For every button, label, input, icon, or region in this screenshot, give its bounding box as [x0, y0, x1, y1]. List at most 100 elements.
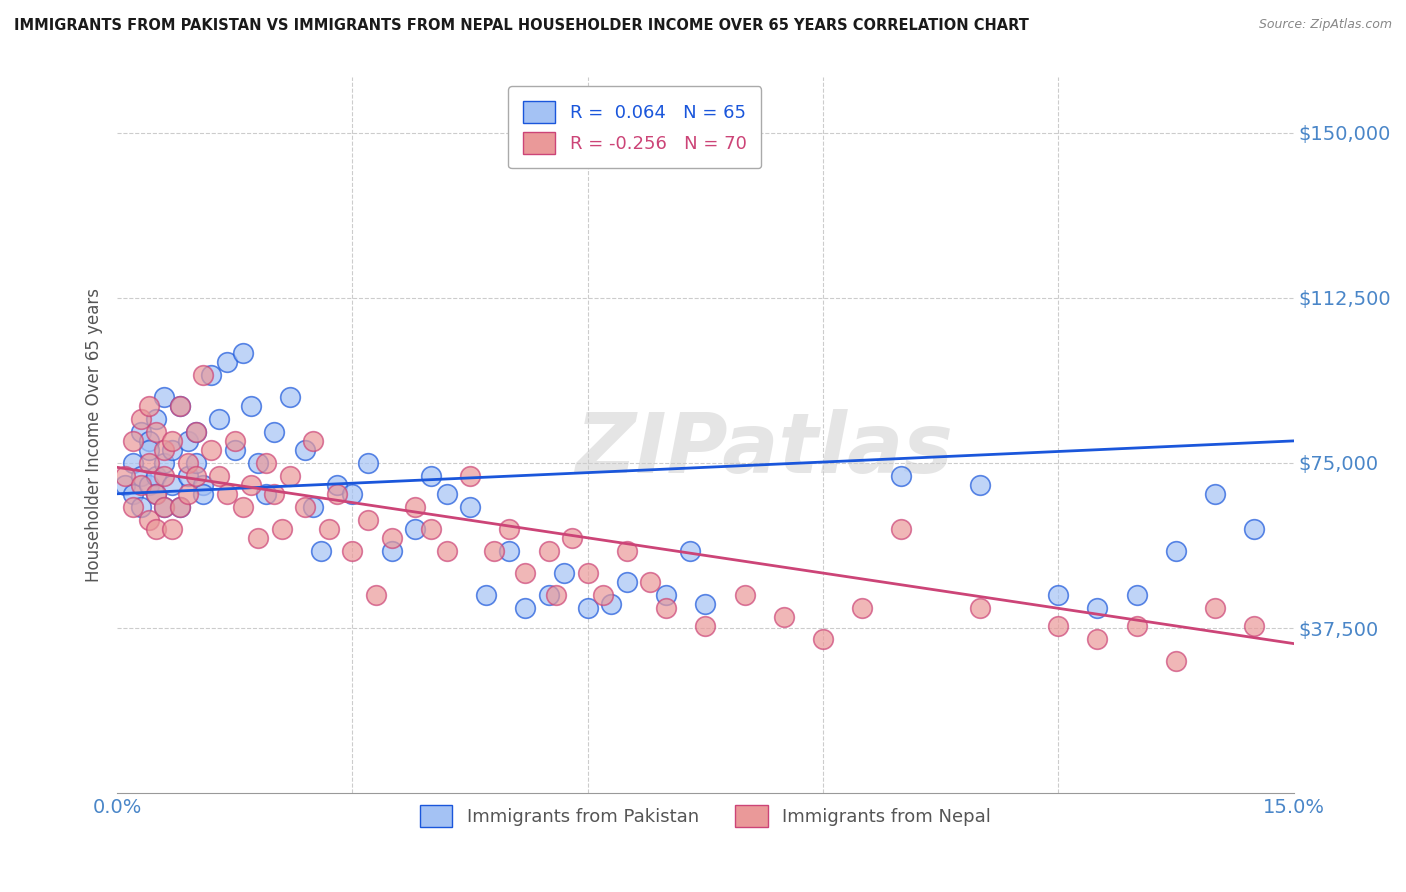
Point	[224, 442, 246, 457]
Point	[153, 500, 176, 514]
Point	[342, 544, 364, 558]
Point	[309, 544, 332, 558]
Point	[160, 478, 183, 492]
Point	[129, 478, 152, 492]
Point	[381, 531, 404, 545]
Point	[890, 522, 912, 536]
Point	[513, 601, 536, 615]
Point	[153, 390, 176, 404]
Point	[513, 566, 536, 580]
Point	[851, 601, 873, 615]
Point	[138, 456, 160, 470]
Point	[474, 588, 496, 602]
Point	[153, 500, 176, 514]
Point	[169, 399, 191, 413]
Point	[1047, 619, 1070, 633]
Point	[263, 487, 285, 501]
Point	[232, 500, 254, 514]
Point	[247, 531, 270, 545]
Point	[200, 368, 222, 382]
Point	[1125, 588, 1147, 602]
Y-axis label: Householder Income Over 65 years: Householder Income Over 65 years	[86, 288, 103, 582]
Point	[364, 588, 387, 602]
Point	[436, 487, 458, 501]
Point	[177, 469, 200, 483]
Point	[890, 469, 912, 483]
Point	[772, 610, 794, 624]
Point	[695, 597, 717, 611]
Point	[254, 487, 277, 501]
Point	[215, 354, 238, 368]
Point	[270, 522, 292, 536]
Point	[114, 469, 136, 483]
Point	[145, 522, 167, 536]
Point	[482, 544, 505, 558]
Point	[177, 456, 200, 470]
Point	[1243, 619, 1265, 633]
Point	[153, 456, 176, 470]
Point	[969, 601, 991, 615]
Point	[576, 566, 599, 580]
Point	[553, 566, 575, 580]
Point	[145, 412, 167, 426]
Point	[153, 469, 176, 483]
Point	[458, 469, 481, 483]
Point	[546, 588, 568, 602]
Point	[145, 487, 167, 501]
Point	[138, 434, 160, 448]
Point	[114, 478, 136, 492]
Point	[404, 500, 426, 514]
Point	[1243, 522, 1265, 536]
Point	[436, 544, 458, 558]
Point	[129, 469, 152, 483]
Point	[498, 544, 520, 558]
Point	[561, 531, 583, 545]
Point	[1204, 601, 1226, 615]
Point	[326, 487, 349, 501]
Point	[811, 632, 834, 647]
Point	[734, 588, 756, 602]
Point	[498, 522, 520, 536]
Point	[655, 588, 678, 602]
Point	[122, 487, 145, 501]
Point	[640, 574, 662, 589]
Point	[239, 478, 262, 492]
Point	[278, 390, 301, 404]
Point	[208, 469, 231, 483]
Point	[1125, 619, 1147, 633]
Point	[169, 500, 191, 514]
Point	[122, 500, 145, 514]
Point	[576, 601, 599, 615]
Point	[160, 442, 183, 457]
Point	[153, 442, 176, 457]
Point	[1164, 544, 1187, 558]
Point	[129, 425, 152, 439]
Point	[247, 456, 270, 470]
Point	[177, 434, 200, 448]
Point	[263, 425, 285, 439]
Text: Source: ZipAtlas.com: Source: ZipAtlas.com	[1258, 18, 1392, 31]
Text: ZIPatlas: ZIPatlas	[575, 409, 953, 491]
Point	[129, 500, 152, 514]
Point	[600, 597, 623, 611]
Point	[381, 544, 404, 558]
Point	[294, 500, 316, 514]
Point	[318, 522, 340, 536]
Point	[537, 544, 560, 558]
Point	[342, 487, 364, 501]
Point	[1047, 588, 1070, 602]
Point	[357, 456, 380, 470]
Point	[184, 425, 207, 439]
Point	[145, 469, 167, 483]
Point	[122, 456, 145, 470]
Point	[679, 544, 702, 558]
Point	[184, 456, 207, 470]
Point	[200, 442, 222, 457]
Text: IMMIGRANTS FROM PAKISTAN VS IMMIGRANTS FROM NEPAL HOUSEHOLDER INCOME OVER 65 YEA: IMMIGRANTS FROM PAKISTAN VS IMMIGRANTS F…	[14, 18, 1029, 33]
Point	[458, 500, 481, 514]
Point	[145, 425, 167, 439]
Point	[169, 399, 191, 413]
Point	[224, 434, 246, 448]
Point	[419, 522, 441, 536]
Point	[404, 522, 426, 536]
